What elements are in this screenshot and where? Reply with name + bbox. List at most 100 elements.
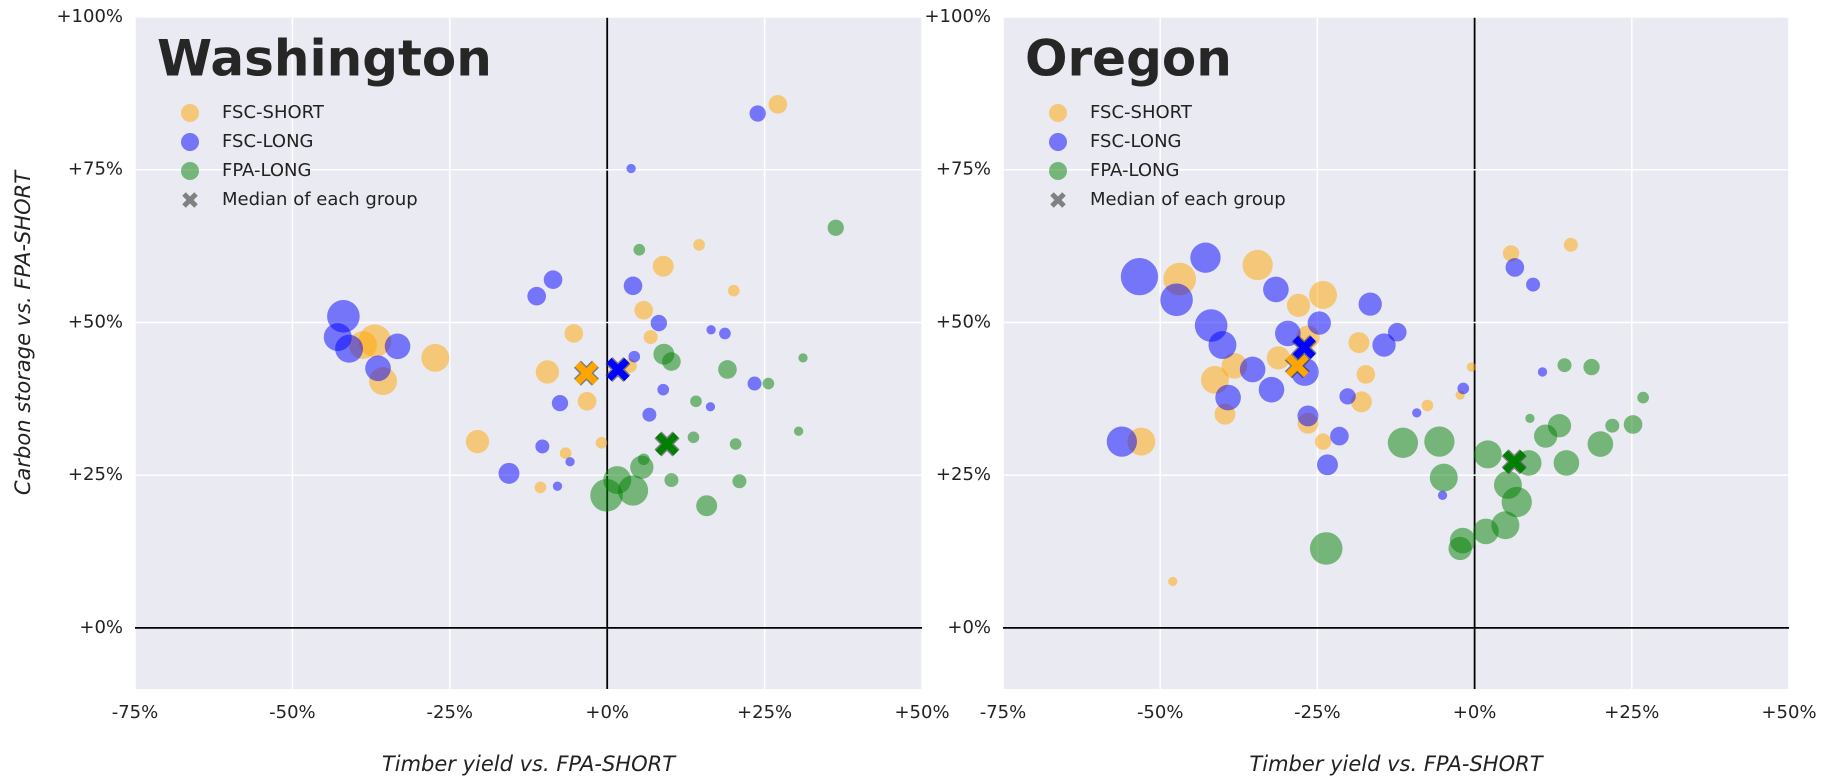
bubble (1387, 427, 1419, 458)
plot-area (1003, 17, 1789, 689)
bubble (1563, 237, 1578, 252)
median-marker (1292, 336, 1316, 359)
plot-area (135, 17, 922, 689)
x-tick-label: -25% (427, 702, 474, 723)
bubble (543, 270, 563, 290)
bubble (687, 431, 700, 444)
bubble (637, 453, 650, 466)
y-tick-label: +25% (68, 464, 123, 485)
bubble (1316, 454, 1338, 476)
bubble (1106, 426, 1137, 457)
legend-label: FSC-LONG (1090, 131, 1182, 152)
bubble (551, 394, 569, 412)
bubble (1605, 418, 1620, 433)
bubble (662, 352, 681, 371)
bubble (1242, 249, 1273, 281)
x-tick-label: -75% (112, 702, 159, 723)
bubble (642, 407, 657, 422)
bubble (1421, 399, 1434, 412)
bubble (1358, 292, 1382, 316)
bubble (1429, 463, 1458, 492)
bubble (1263, 276, 1289, 303)
bubble (1637, 391, 1649, 404)
y-tick-label: +100% (924, 6, 991, 27)
bubble (1424, 426, 1455, 457)
bubble (421, 343, 450, 372)
bubble (527, 286, 547, 306)
bubble (1387, 322, 1407, 342)
x-axis-label: Timber yield vs. FPA-SHORT (1249, 752, 1544, 776)
legend-label: FSC-SHORT (1090, 102, 1193, 123)
bubble (1215, 384, 1241, 411)
x-tick-label: +25% (737, 702, 792, 723)
bubble (1297, 405, 1319, 427)
x-tick-label: +50% (1761, 702, 1816, 723)
y-tick-label: +75% (68, 159, 123, 180)
bubble (749, 105, 766, 122)
bubble (465, 429, 490, 454)
y-tick-label: +100% (56, 6, 123, 27)
bubble (1623, 415, 1643, 434)
bubble (793, 426, 804, 436)
chart-title: Oregon (1025, 30, 1232, 88)
bubble (1266, 346, 1291, 370)
y-axis-label: Carbon storage vs. FPA-SHORT (11, 169, 35, 495)
bubble (1309, 532, 1343, 565)
legend-marker (1049, 104, 1067, 122)
bubble (1502, 245, 1520, 262)
legend-marker (181, 104, 199, 122)
y-tick-label: +50% (936, 311, 991, 332)
bubble (1505, 258, 1525, 277)
bubble (727, 284, 740, 297)
bubble (1330, 426, 1349, 446)
bubble (1258, 376, 1285, 403)
bubble (690, 395, 702, 408)
bubble (729, 438, 742, 450)
x-tick-label: +0% (585, 702, 629, 723)
bubble (565, 457, 575, 467)
bubble (1339, 388, 1356, 405)
legend-marker (181, 162, 199, 180)
legend-label: Median of each group (1090, 189, 1286, 210)
bubble (535, 439, 550, 454)
bubble (1491, 511, 1520, 540)
bubble (1437, 490, 1448, 500)
bubble (1526, 277, 1541, 292)
legend-label: FPA-LONG (222, 160, 311, 181)
bubble (626, 163, 636, 174)
bubble (1286, 293, 1311, 317)
bubble (634, 300, 654, 320)
bubble (1239, 356, 1266, 383)
y-tick-label: +25% (936, 464, 991, 485)
bubble (595, 436, 608, 449)
bubble (719, 327, 731, 340)
y-tick-label: +0% (947, 617, 991, 638)
bubble (1547, 414, 1572, 438)
legend-marker (1050, 192, 1066, 208)
bubble (1557, 358, 1572, 373)
bubble (1190, 242, 1221, 273)
legend-marker (1049, 133, 1067, 151)
bubble (1525, 413, 1535, 424)
bubble (1160, 283, 1193, 317)
bubble (1466, 362, 1477, 372)
bubble (657, 383, 670, 396)
bubble (1120, 258, 1159, 296)
bubble (365, 355, 391, 382)
bubble (1553, 450, 1580, 476)
bubble (633, 243, 646, 256)
legend-label: FSC-SHORT (222, 102, 325, 123)
bubble (335, 334, 364, 363)
bubble (564, 324, 584, 343)
bubble (664, 473, 679, 488)
x-tick-label: -75% (980, 702, 1027, 723)
median-marker (574, 361, 598, 385)
bubble (628, 350, 641, 363)
y-tick-label: +75% (936, 159, 991, 180)
bubble (1356, 365, 1376, 384)
bubble (1372, 333, 1396, 357)
bubble (1314, 433, 1332, 450)
legend-marker (1049, 162, 1067, 180)
bubble (762, 377, 775, 390)
bubble (696, 495, 718, 517)
